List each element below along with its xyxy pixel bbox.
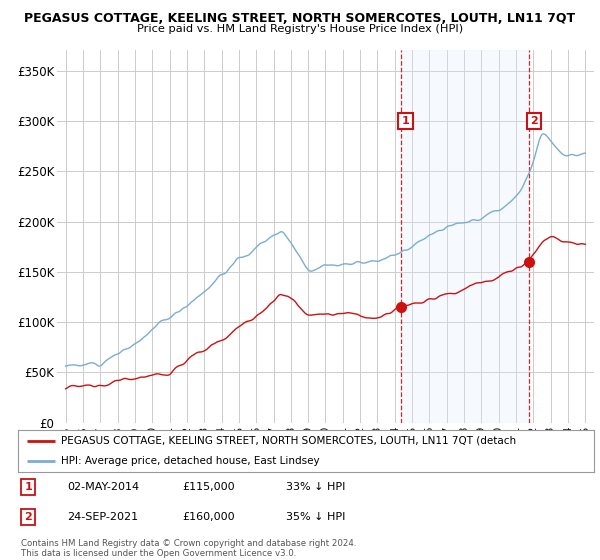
Text: 2: 2 <box>530 116 538 126</box>
Text: 1: 1 <box>25 482 32 492</box>
Text: 24-SEP-2021: 24-SEP-2021 <box>67 512 138 522</box>
Text: 1: 1 <box>402 116 410 126</box>
Text: PEGASUS COTTAGE, KEELING STREET, NORTH SOMERCOTES, LOUTH, LN11 7QT (detach: PEGASUS COTTAGE, KEELING STREET, NORTH S… <box>61 436 517 446</box>
Text: HPI: Average price, detached house, East Lindsey: HPI: Average price, detached house, East… <box>61 456 320 466</box>
Text: Contains HM Land Registry data © Crown copyright and database right 2024.: Contains HM Land Registry data © Crown c… <box>21 539 356 548</box>
Text: 2: 2 <box>25 512 32 522</box>
Bar <box>401 50 529 423</box>
Text: £115,000: £115,000 <box>182 482 235 492</box>
Text: 35% ↓ HPI: 35% ↓ HPI <box>286 512 345 522</box>
Text: This data is licensed under the Open Government Licence v3.0.: This data is licensed under the Open Gov… <box>21 549 296 558</box>
Text: 33% ↓ HPI: 33% ↓ HPI <box>286 482 345 492</box>
Text: Price paid vs. HM Land Registry's House Price Index (HPI): Price paid vs. HM Land Registry's House … <box>137 24 463 34</box>
Text: 02-MAY-2014: 02-MAY-2014 <box>67 482 139 492</box>
Text: £160,000: £160,000 <box>182 512 235 522</box>
Text: PEGASUS COTTAGE, KEELING STREET, NORTH SOMERCOTES, LOUTH, LN11 7QT: PEGASUS COTTAGE, KEELING STREET, NORTH S… <box>25 12 575 25</box>
